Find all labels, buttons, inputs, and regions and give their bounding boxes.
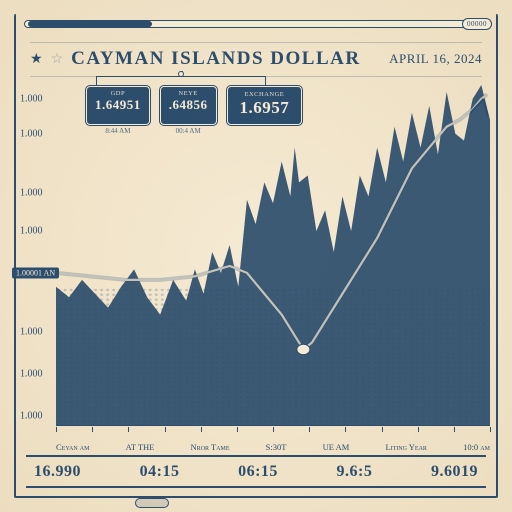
x-tick bbox=[201, 427, 202, 432]
y-axis-label: 1.000 bbox=[20, 368, 43, 379]
x-tick bbox=[128, 427, 129, 432]
date-label: APRIL 16, 2024 bbox=[389, 51, 482, 67]
callout-plaque[interactable]: EXCHANGE 1.6957 bbox=[227, 86, 303, 125]
x-axis bbox=[56, 425, 490, 426]
plaque-sub: 8:44 AM bbox=[105, 127, 130, 135]
x-tick bbox=[418, 427, 419, 432]
strip-value: 06:15 bbox=[238, 463, 278, 481]
x-axis-label: Liting Year bbox=[385, 442, 426, 452]
y-axis-label: 1.000 bbox=[20, 128, 43, 139]
plaque-value: .64856 bbox=[169, 97, 208, 113]
callout-bracket bbox=[96, 76, 266, 86]
star-icon: ★ bbox=[30, 51, 43, 68]
y-axis-label: 1.000 bbox=[20, 93, 43, 104]
top-pill: 00000 bbox=[462, 18, 492, 30]
strip-value: 16.990 bbox=[34, 463, 81, 481]
y-axis-label: 1.000 bbox=[20, 187, 43, 198]
strip-value: 9.6:5 bbox=[337, 463, 373, 481]
y-axis-label: 1.000 bbox=[20, 410, 43, 421]
y-flag-label: 1.00001 AN bbox=[12, 267, 59, 278]
x-tick bbox=[454, 427, 455, 432]
strip-value: 9.6019 bbox=[431, 463, 478, 481]
value-strip: 16.990 04:15 06:15 9.6:5 9.6019 bbox=[26, 455, 486, 488]
x-tick bbox=[382, 427, 383, 432]
x-tick bbox=[273, 427, 274, 432]
x-axis-label: AT THE bbox=[126, 442, 155, 452]
callout-plaque[interactable]: NEYE .64856 00:4 AM bbox=[160, 86, 217, 125]
plaque-label: NEYE bbox=[169, 90, 208, 97]
strip-pill-icon bbox=[135, 498, 169, 508]
x-tick bbox=[165, 427, 166, 432]
x-tick bbox=[490, 427, 491, 432]
x-tick bbox=[309, 427, 310, 432]
x-tick bbox=[92, 427, 93, 432]
y-axis-label: 1.000 bbox=[20, 226, 43, 237]
bracket-dot-icon bbox=[178, 71, 184, 77]
x-axis-label: S:30T bbox=[266, 442, 287, 452]
x-tick bbox=[56, 427, 57, 432]
strip-value: 04:15 bbox=[140, 463, 180, 481]
x-axis-label: Ceyan am bbox=[56, 442, 89, 452]
x-axis-label: UE AM bbox=[323, 442, 350, 452]
callout-plaque[interactable]: GDP 1.64951 8:44 AM bbox=[86, 86, 150, 125]
progress-bar[interactable] bbox=[24, 20, 468, 28]
callout-row: GDP 1.64951 8:44 AM NEYE .64856 00:4 AM EX… bbox=[86, 86, 302, 125]
x-axis-label: 10:0 am bbox=[463, 442, 490, 452]
plaque-value: 1.6957 bbox=[240, 98, 290, 118]
page-title: CAYMAN ISLANDS DOLLAR bbox=[71, 48, 381, 70]
y-axis-label: 1.000 bbox=[20, 327, 43, 338]
star-icon: ☆ bbox=[51, 51, 64, 68]
progress-fill bbox=[28, 21, 152, 27]
plaque-label: GDP bbox=[95, 90, 141, 97]
x-labels: Ceyan am AT THE Nror Tame S:30T UE AM Liting … bbox=[56, 442, 490, 452]
title-row: ★ ☆ CAYMAN ISLANDS DOLLAR APRIL 16, 2024 bbox=[30, 42, 482, 77]
plaque-label: EXCHANGE bbox=[240, 91, 290, 98]
x-tick bbox=[345, 427, 346, 432]
plaque-value: 1.64951 bbox=[95, 97, 141, 113]
x-tick bbox=[237, 427, 238, 432]
x-axis-label: Nror Tame bbox=[191, 442, 230, 452]
plaque-sub: 00:4 AM bbox=[176, 127, 201, 135]
